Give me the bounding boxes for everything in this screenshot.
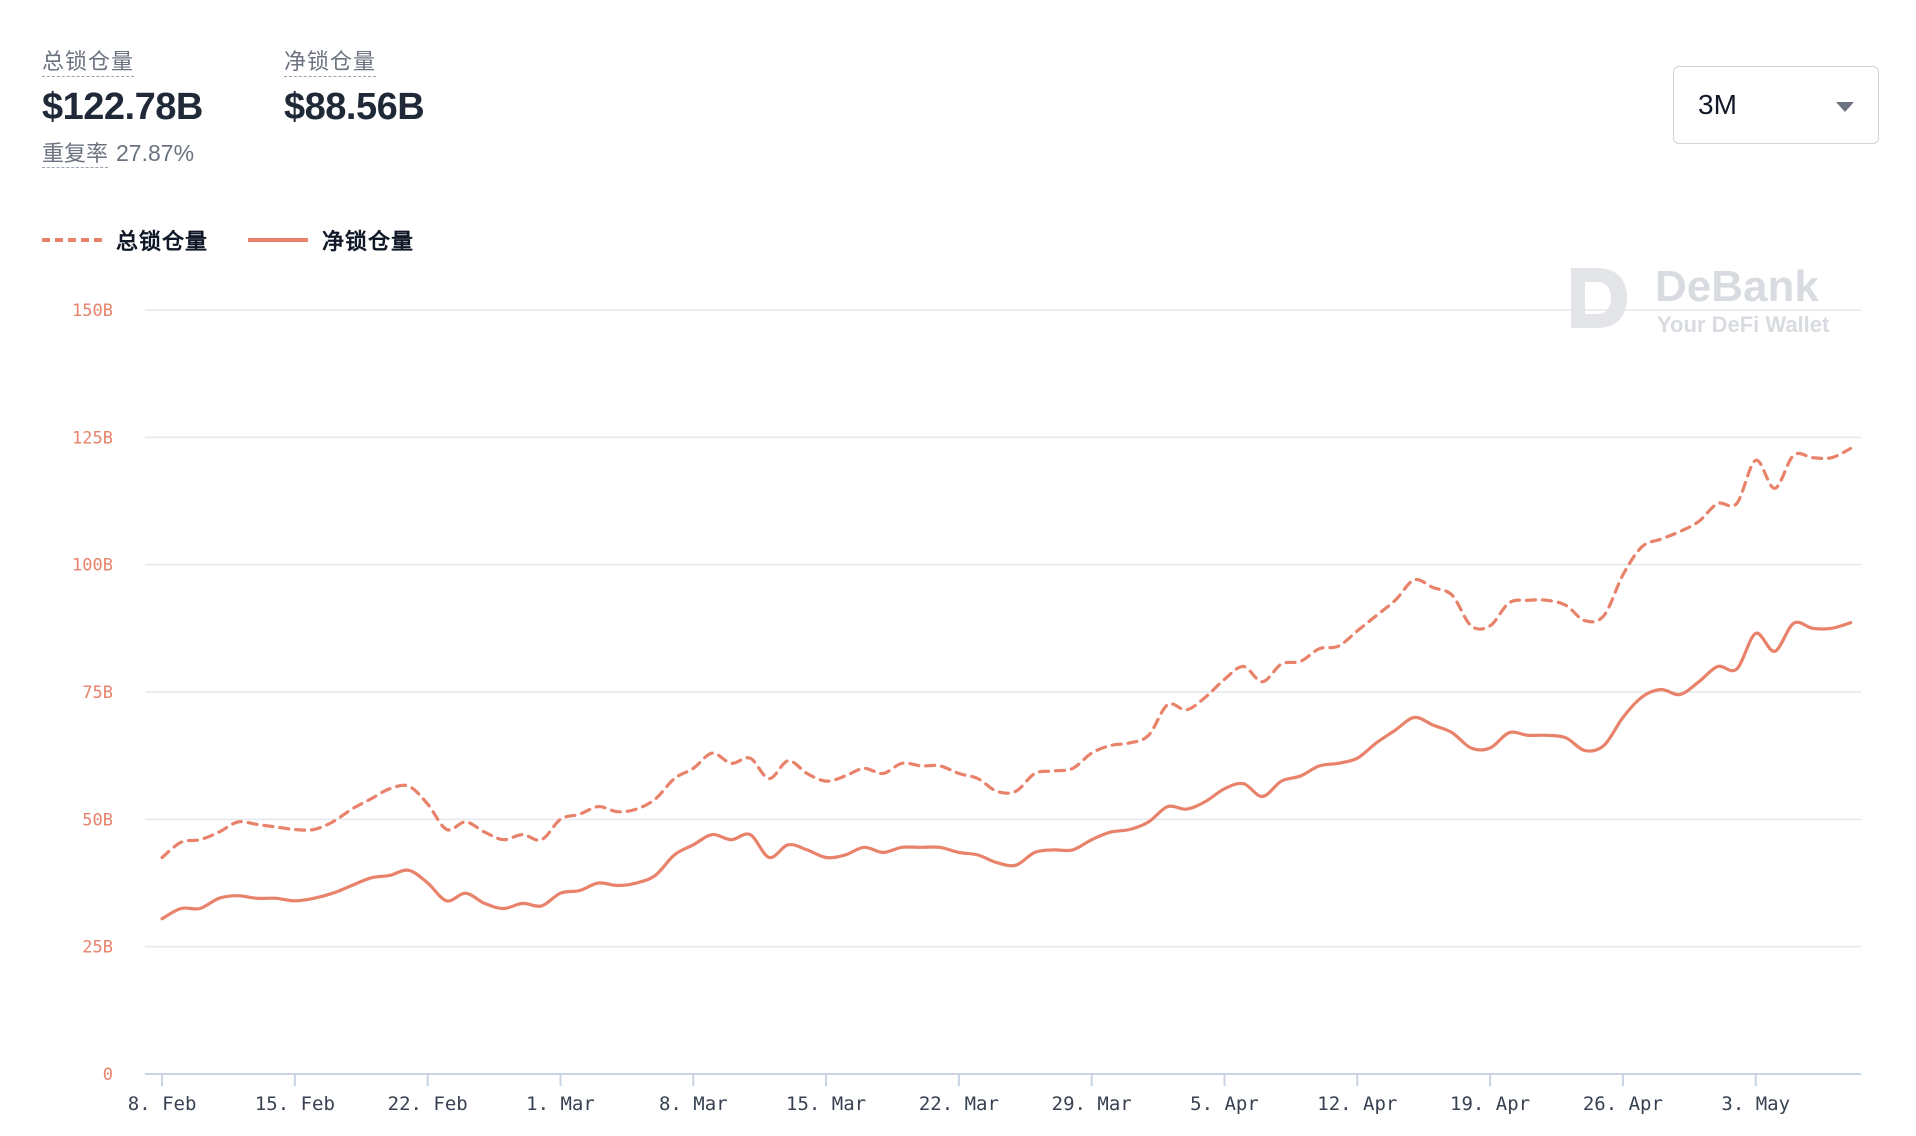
x-tick-label: 12. Apr	[1317, 1093, 1397, 1115]
y-tick-label: 125B	[72, 428, 113, 448]
x-axis	[145, 1073, 1861, 1086]
time-range-value: 3M	[1698, 89, 1737, 120]
legend-label: 净锁仓量	[322, 230, 415, 255]
x-tick-label: 22. Feb	[388, 1093, 468, 1115]
chart-legend: 总锁仓量 净锁仓量	[42, 224, 454, 256]
x-tick-label: 29. Mar	[1052, 1093, 1132, 1115]
x-tick-label: 5. Apr	[1190, 1093, 1259, 1115]
overlap-rate-value: 27.87%	[116, 140, 195, 166]
chevron-down-icon	[1836, 102, 1854, 112]
x-tick-label: 22. Mar	[919, 1093, 999, 1115]
total-tvl-value: $122.78B	[42, 86, 203, 128]
y-tick-label: 150B	[72, 301, 113, 321]
grid-lines	[145, 309, 1861, 948]
dashed-line-swatch	[42, 238, 102, 242]
total-tvl-stat: 总锁仓量 $122.78B	[42, 44, 203, 129]
total-tvl-label[interactable]: 总锁仓量	[42, 50, 135, 77]
legend-label: 总锁仓量	[116, 230, 209, 255]
net-tvl-value: $88.56B	[284, 86, 425, 128]
y-tick-label: 0	[103, 1065, 113, 1085]
time-range-select[interactable]: 3M	[1673, 66, 1879, 144]
net-tvl-series-line	[160, 620, 1853, 921]
x-tick-label: 8. Mar	[659, 1093, 728, 1115]
x-axis-labels: 8. Feb 15. Feb 22. Feb 1. Mar 8. Mar 15. Mar 2…	[128, 1093, 1790, 1115]
debank-logo-icon	[1571, 268, 1627, 328]
x-tick-label: 26. Apr	[1583, 1093, 1663, 1115]
x-tick-label: 8. Feb	[128, 1093, 197, 1115]
series-lines	[160, 446, 1853, 921]
overlap-rate-label[interactable]: 重复率	[42, 142, 109, 168]
x-tick-label: 1. Mar	[526, 1093, 595, 1115]
legend-item-net-tvl[interactable]: 净锁仓量	[248, 224, 414, 256]
watermark-brand: DeBank	[1655, 262, 1819, 311]
y-tick-label: 25B	[82, 938, 113, 958]
x-tick-label: 15. Mar	[786, 1093, 866, 1115]
y-axis-labels: 0 25B 50B 75B 100B 125B 150B	[72, 301, 113, 1085]
total-tvl-series-line	[160, 446, 1853, 860]
x-tick-label: 3. May	[1721, 1093, 1790, 1115]
legend-item-total-tvl[interactable]: 总锁仓量	[42, 224, 208, 256]
net-tvl-stat: 净锁仓量 $88.56B	[284, 44, 425, 129]
solid-line-swatch	[248, 238, 309, 242]
net-tvl-label[interactable]: 净锁仓量	[284, 50, 377, 77]
watermark-tagline: Your DeFi Wallet	[1657, 312, 1830, 337]
y-tick-label: 100B	[72, 556, 113, 576]
x-tick-label: 15. Feb	[255, 1093, 335, 1115]
x-tick-label: 19. Apr	[1450, 1093, 1530, 1115]
y-tick-label: 50B	[82, 810, 113, 830]
y-tick-label: 75B	[82, 683, 113, 703]
overlap-rate: 重复率 27.87%	[42, 136, 194, 168]
